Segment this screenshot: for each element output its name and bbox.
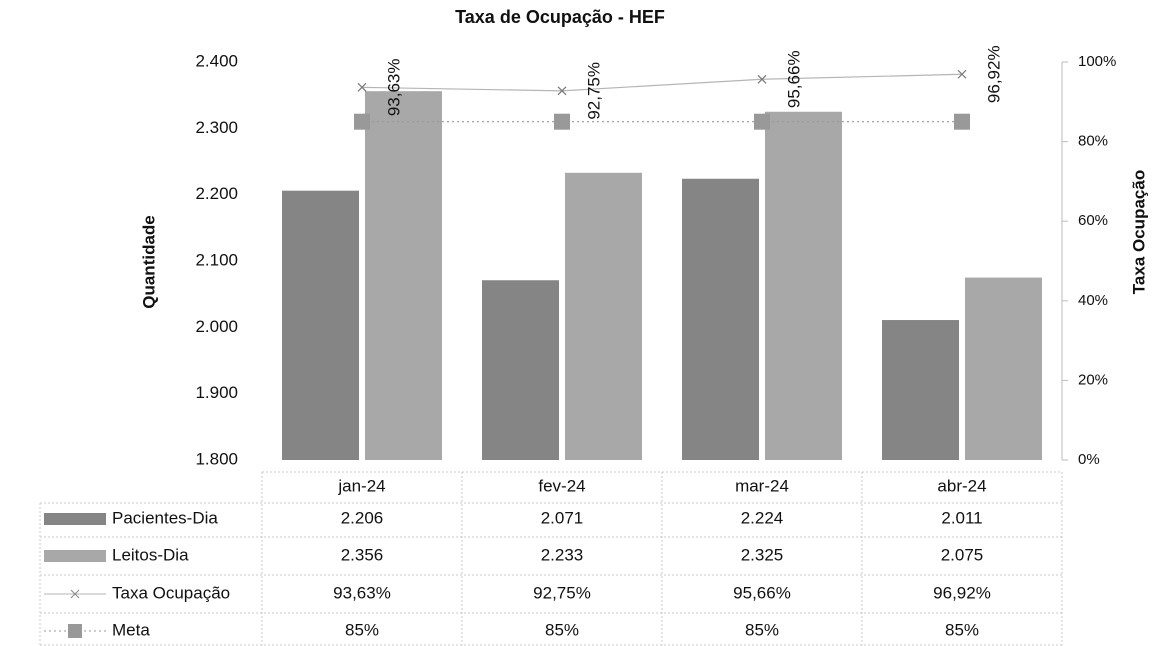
bar bbox=[565, 172, 642, 460]
y-tick-label: 2.200 bbox=[195, 184, 238, 203]
table-value: 2.224 bbox=[741, 508, 784, 527]
bar bbox=[965, 277, 1042, 460]
data-label: 92,75% bbox=[584, 62, 603, 120]
y-tick-label: 1.900 bbox=[195, 383, 238, 402]
y2-tick-label: 60% bbox=[1078, 212, 1108, 229]
y-tick-label: 2.400 bbox=[195, 51, 238, 70]
marker bbox=[357, 82, 367, 92]
y-axis-label: Quantidade bbox=[139, 215, 158, 309]
bar bbox=[482, 280, 559, 460]
marker bbox=[554, 113, 570, 130]
table-value: 92,75% bbox=[533, 583, 591, 602]
y-tick-label: 2.000 bbox=[195, 317, 238, 336]
x-tick-label: mar-24 bbox=[735, 476, 789, 495]
x-tick-label: jan-24 bbox=[337, 476, 385, 495]
table-value: 96,92% bbox=[933, 583, 991, 602]
legend-marker bbox=[70, 589, 80, 599]
table-value: 93,63% bbox=[333, 583, 391, 602]
table-value: 85% bbox=[745, 620, 779, 639]
bar bbox=[765, 111, 842, 460]
table-value: 95,66% bbox=[733, 583, 791, 602]
legend-label: Pacientes-Dia bbox=[112, 508, 218, 527]
marker bbox=[754, 113, 770, 130]
table-value: 85% bbox=[345, 620, 379, 639]
table-value: 2.011 bbox=[941, 508, 982, 527]
table-value: 2.075 bbox=[941, 545, 984, 564]
legend-swatch bbox=[44, 513, 106, 525]
marker bbox=[954, 113, 970, 130]
y-tick-label: 1.800 bbox=[195, 449, 238, 468]
y2-tick-label: 40% bbox=[1078, 292, 1108, 309]
marker bbox=[757, 74, 767, 84]
legend-label: Leitos-Dia bbox=[112, 545, 189, 564]
y2-tick-label: 0% bbox=[1078, 451, 1100, 468]
y2-tick-label: 100% bbox=[1078, 53, 1116, 70]
data-label: 93,63% bbox=[384, 59, 403, 117]
y2-axis-label: Taxa Ocupação bbox=[1129, 170, 1148, 294]
marker bbox=[354, 113, 370, 130]
data-label: 96,92% bbox=[984, 45, 1003, 103]
bar bbox=[365, 91, 442, 460]
x-tick-label: abr-24 bbox=[937, 476, 986, 495]
legend-marker bbox=[68, 624, 82, 638]
table-value: 2.071 bbox=[541, 508, 584, 527]
table-value: 85% bbox=[945, 620, 979, 639]
y2-tick-label: 20% bbox=[1078, 371, 1108, 388]
data-label: 95,66% bbox=[784, 50, 803, 108]
marker bbox=[557, 86, 567, 96]
x-tick-label: fev-24 bbox=[538, 476, 585, 495]
y-tick-label: 2.300 bbox=[195, 118, 238, 137]
bar bbox=[882, 320, 959, 460]
marker bbox=[957, 69, 967, 79]
legend-label: Taxa Ocupação bbox=[112, 583, 230, 602]
table-value: 2.356 bbox=[341, 545, 384, 564]
line bbox=[361, 73, 963, 92]
table-value: 2.206 bbox=[341, 508, 384, 527]
legend-label: Meta bbox=[112, 620, 150, 639]
y2-tick-label: 80% bbox=[1078, 133, 1108, 150]
table-value: 2.233 bbox=[541, 545, 584, 564]
legend-swatch bbox=[44, 550, 106, 562]
bar bbox=[282, 190, 359, 461]
table-value: 2.325 bbox=[741, 545, 784, 564]
data-table-grid bbox=[39, 471, 1063, 646]
chart-title: Taxa de Ocupação - HEF bbox=[455, 7, 665, 27]
bar bbox=[682, 178, 759, 460]
y-tick-label: 2.100 bbox=[195, 250, 238, 269]
table-value: 85% bbox=[545, 620, 579, 639]
